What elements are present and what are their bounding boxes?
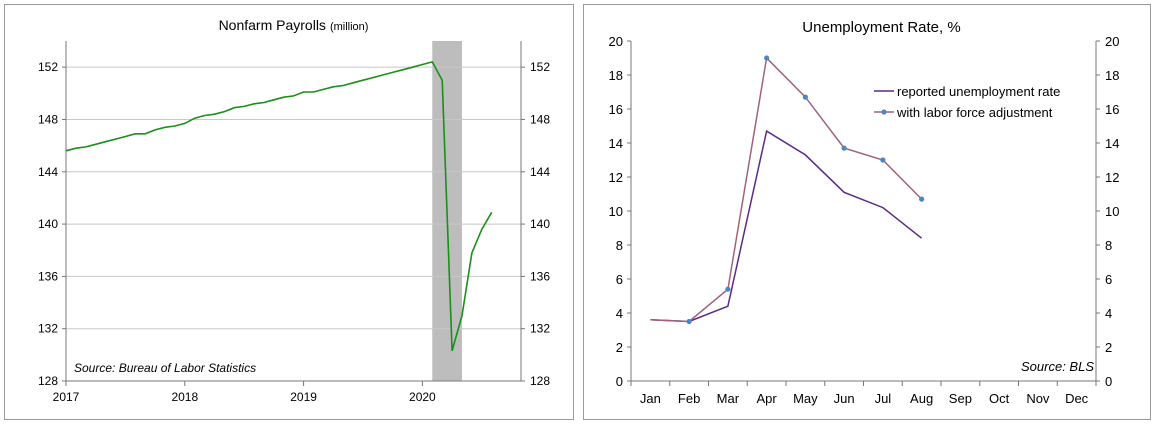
payrolls-chart: Nonfarm Payrolls (million) Source: Bureau…: [38, 17, 550, 404]
payrolls-chart-panel: Nonfarm Payrolls (million) Source: Bureau…: [4, 4, 574, 420]
y-tick-label-left: 6: [616, 272, 623, 287]
chart-title: Nonfarm Payrolls (million): [219, 17, 369, 33]
y-tick-label-right: 6: [1105, 272, 1112, 287]
y-tick-label-left: 152: [38, 60, 58, 74]
y-tick-label-left: 148: [38, 112, 58, 126]
unemployment-chart: Unemployment Rate, % Source: BLS 0 0 2 2 4 4 6…: [609, 19, 1120, 406]
y-tick-label-right: 4: [1105, 306, 1112, 321]
y-tick-label-left: 2: [616, 340, 623, 355]
y-tick-label-left: 132: [38, 322, 58, 336]
y-tick-label-right: 14: [1105, 136, 1119, 151]
unemployment-chart-panel: Unemployment Rate, % Source: BLS 0 0 2 2 4 4 6…: [583, 4, 1151, 420]
y-tick-label-right: 10: [1105, 204, 1119, 219]
y-tick-label-right: 128: [530, 374, 550, 388]
y-tick-label-right: 148: [530, 112, 550, 126]
x-tick-label: Aug: [910, 391, 933, 406]
x-tick-label: Apr: [757, 391, 778, 406]
y-tick-label-right: 136: [530, 269, 550, 283]
x-tick-label: Jul: [875, 391, 892, 406]
legend-label-2: with labor force adjustment: [896, 105, 1053, 120]
y-tick-label-left: 144: [38, 165, 58, 179]
chart-title: Unemployment Rate, %: [802, 19, 960, 36]
series-point-2: [841, 145, 847, 151]
y-tick-label-right: 12: [1105, 170, 1119, 185]
y-tick-label-left: 14: [609, 136, 623, 151]
x-tick-label: Nov: [1026, 391, 1050, 406]
x-tick-label: 2019: [290, 390, 317, 404]
x-tick-label: May: [793, 391, 818, 406]
x-tick-label: Mar: [717, 391, 740, 406]
legend-label-1: reported unemployment rate: [897, 84, 1060, 99]
series-point-2: [880, 157, 886, 163]
y-tick-label-right: 152: [530, 60, 550, 74]
source-annotation: Source: Bureau of Labor Statistics: [74, 361, 256, 375]
x-tick-label: 2018: [171, 390, 198, 404]
source-annotation: Source: BLS: [1021, 359, 1094, 374]
x-tick-label: Dec: [1065, 391, 1089, 406]
y-tick-label-right: 16: [1105, 102, 1119, 117]
legend-marker-2: [881, 109, 887, 115]
series-point-2: [802, 94, 808, 100]
y-tick-label-right: 8: [1105, 238, 1112, 253]
y-tick-label-right: 0: [1105, 374, 1112, 389]
series-point-2: [764, 55, 770, 61]
y-tick-label-left: 12: [609, 170, 623, 185]
x-tick-label: 2020: [409, 390, 436, 404]
series-point-2: [725, 286, 731, 292]
series-line-2: [650, 56, 923, 323]
y-tick-label-left: 136: [38, 269, 58, 283]
x-tick-label: Sep: [949, 391, 972, 406]
x-tick-label: Feb: [678, 391, 700, 406]
y-tick-label-left: 128: [38, 374, 58, 388]
y-tick-label-left: 4: [616, 306, 623, 321]
y-tick-label-left: 8: [616, 238, 623, 253]
y-tick-label-right: 140: [530, 217, 550, 231]
y-tick-label-right: 132: [530, 322, 550, 336]
payrolls-series-line: [65, 60, 493, 352]
chart-title-main: Nonfarm Payrolls: [219, 17, 326, 33]
y-tick-label-left: 16: [609, 102, 623, 117]
series-point-2: [919, 196, 925, 202]
y-tick-label-right: 144: [530, 165, 550, 179]
x-tick-label: 2017: [53, 390, 80, 404]
x-tick-label: Oct: [989, 391, 1010, 406]
y-tick-label-left: 18: [609, 68, 623, 83]
y-tick-label-left: 0: [616, 374, 623, 389]
y-tick-label-right: 2: [1105, 340, 1112, 355]
series-point-2: [686, 318, 692, 325]
y-tick-label-left: 20: [609, 34, 623, 49]
y-tick-label-left: 10: [609, 204, 623, 219]
x-tick-label: Jan: [640, 391, 661, 406]
y-tick-label-right: 18: [1105, 68, 1119, 83]
x-tick-label: Jun: [834, 391, 855, 406]
chart-title-suffix: (million): [330, 21, 369, 33]
y-tick-label-right: 20: [1105, 34, 1119, 49]
series-line-1: [650, 129, 923, 323]
y-tick-label-left: 140: [38, 217, 58, 231]
